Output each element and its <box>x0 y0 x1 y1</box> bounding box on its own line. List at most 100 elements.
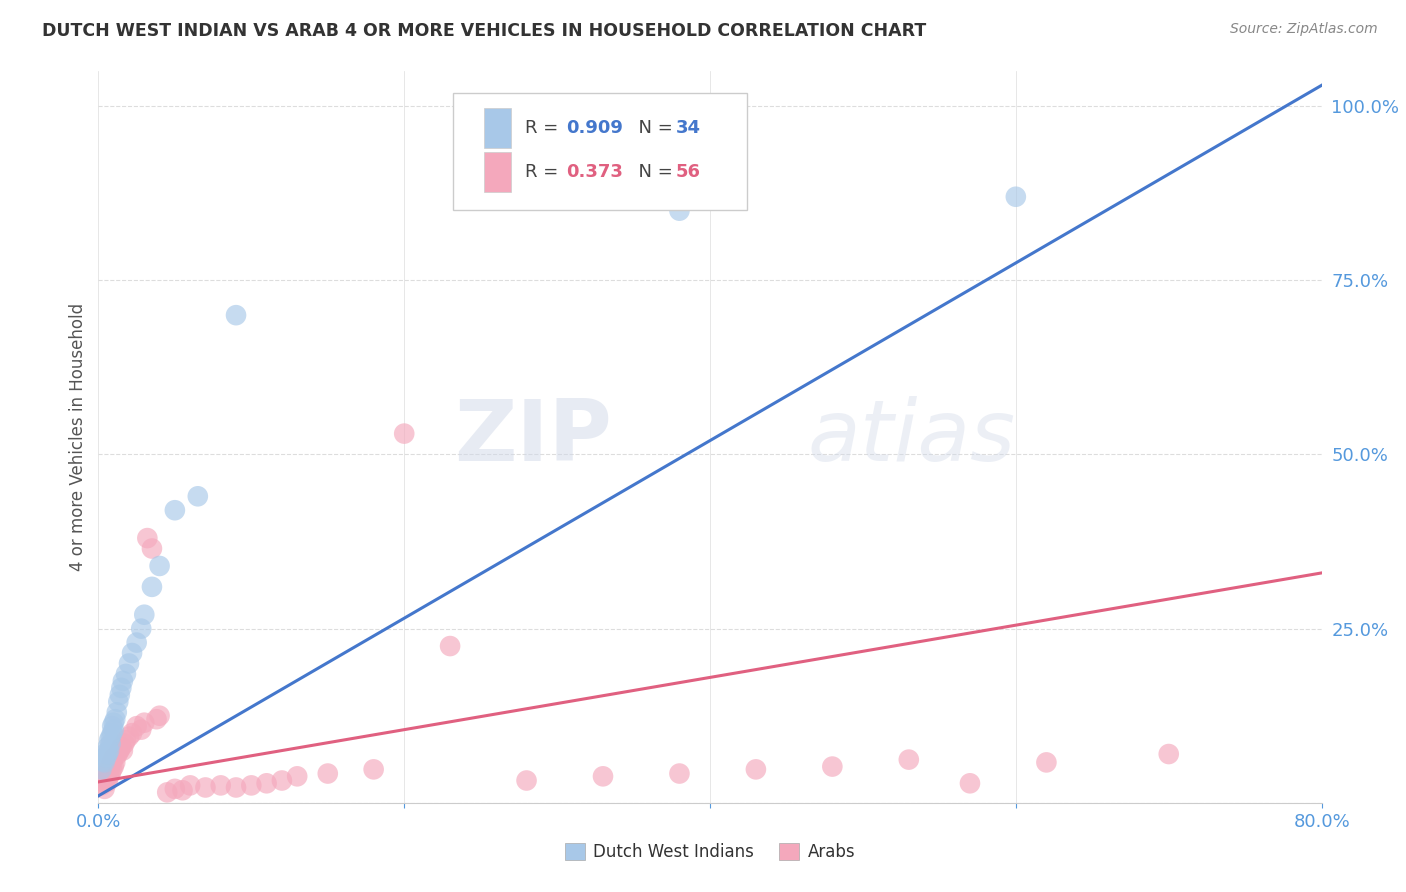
Point <box>172 783 194 797</box>
Point <box>98 743 121 757</box>
Point <box>93 756 115 770</box>
Point <box>959 776 981 790</box>
Point <box>121 726 143 740</box>
Point <box>100 757 122 772</box>
FancyBboxPatch shape <box>484 152 510 192</box>
Point <box>110 681 132 695</box>
Text: 0.909: 0.909 <box>565 119 623 137</box>
Point <box>98 769 121 783</box>
Legend: Dutch West Indians, Arabs: Dutch West Indians, Arabs <box>558 836 862 868</box>
Point <box>240 778 263 792</box>
Point <box>316 766 339 780</box>
Point <box>592 769 614 783</box>
Point <box>225 308 247 322</box>
Point <box>821 759 844 773</box>
Point <box>179 778 201 792</box>
Text: Source: ZipAtlas.com: Source: ZipAtlas.com <box>1230 22 1378 37</box>
Point <box>270 773 292 788</box>
Point <box>118 730 141 744</box>
Point <box>187 489 209 503</box>
Point <box>98 733 121 747</box>
Text: R =: R = <box>526 163 564 181</box>
Point <box>108 743 131 757</box>
Point <box>668 766 690 780</box>
Point <box>125 719 148 733</box>
Point <box>285 769 308 783</box>
Point <box>101 763 124 777</box>
Point <box>194 780 217 795</box>
Point <box>97 740 120 755</box>
Point <box>94 772 117 786</box>
FancyBboxPatch shape <box>453 94 747 211</box>
Point <box>392 426 416 441</box>
Text: 0.373: 0.373 <box>565 163 623 181</box>
Point <box>93 781 115 796</box>
Text: N =: N = <box>627 163 678 181</box>
Point <box>111 673 134 688</box>
Text: N =: N = <box>627 119 678 137</box>
Point <box>209 778 232 792</box>
Point <box>745 763 768 777</box>
Point <box>100 766 122 780</box>
Point <box>516 773 538 788</box>
Point <box>90 778 112 792</box>
Point <box>101 719 124 733</box>
Point <box>897 753 920 767</box>
Point <box>363 763 385 777</box>
Point <box>225 780 247 795</box>
Point <box>100 737 122 751</box>
Point <box>98 761 121 775</box>
Point <box>121 646 143 660</box>
Point <box>1004 190 1026 204</box>
Point <box>107 695 129 709</box>
Point <box>104 756 127 770</box>
Point <box>107 746 129 760</box>
Point <box>149 558 172 573</box>
Point <box>97 775 120 789</box>
Point <box>141 541 163 556</box>
Point <box>1157 747 1180 761</box>
Point <box>110 740 132 755</box>
Point <box>105 748 128 763</box>
Point <box>111 743 134 757</box>
Point <box>103 750 125 764</box>
Text: R =: R = <box>526 119 564 137</box>
Point <box>104 712 127 726</box>
Point <box>149 708 172 723</box>
Point <box>156 785 179 799</box>
Point <box>94 746 117 760</box>
Point <box>91 754 114 768</box>
Point <box>163 781 186 796</box>
Point <box>94 768 117 782</box>
Text: atias: atias <box>808 395 1017 479</box>
Point <box>97 747 120 761</box>
Point <box>136 531 159 545</box>
Point <box>90 763 112 777</box>
Point <box>103 723 125 737</box>
Point <box>134 715 156 730</box>
Text: ZIP: ZIP <box>454 395 612 479</box>
Text: DUTCH WEST INDIAN VS ARAB 4 OR MORE VEHICLES IN HOUSEHOLD CORRELATION CHART: DUTCH WEST INDIAN VS ARAB 4 OR MORE VEHI… <box>42 22 927 40</box>
Point <box>125 635 148 649</box>
Point <box>101 754 124 768</box>
Point <box>115 733 138 747</box>
Point <box>103 715 125 730</box>
Point <box>94 750 117 764</box>
Point <box>145 712 167 726</box>
Point <box>439 639 461 653</box>
FancyBboxPatch shape <box>484 108 510 148</box>
Point <box>112 737 135 751</box>
Y-axis label: 4 or more Vehicles in Household: 4 or more Vehicles in Household <box>69 303 87 571</box>
Point <box>105 705 128 719</box>
Point <box>115 667 138 681</box>
Point <box>668 203 690 218</box>
Point <box>163 503 186 517</box>
Point <box>91 775 114 789</box>
Point <box>108 688 131 702</box>
Point <box>1035 756 1057 770</box>
Text: 56: 56 <box>676 163 700 181</box>
Point <box>118 657 141 671</box>
Point <box>100 730 122 744</box>
Point <box>256 776 278 790</box>
Text: 34: 34 <box>676 119 700 137</box>
